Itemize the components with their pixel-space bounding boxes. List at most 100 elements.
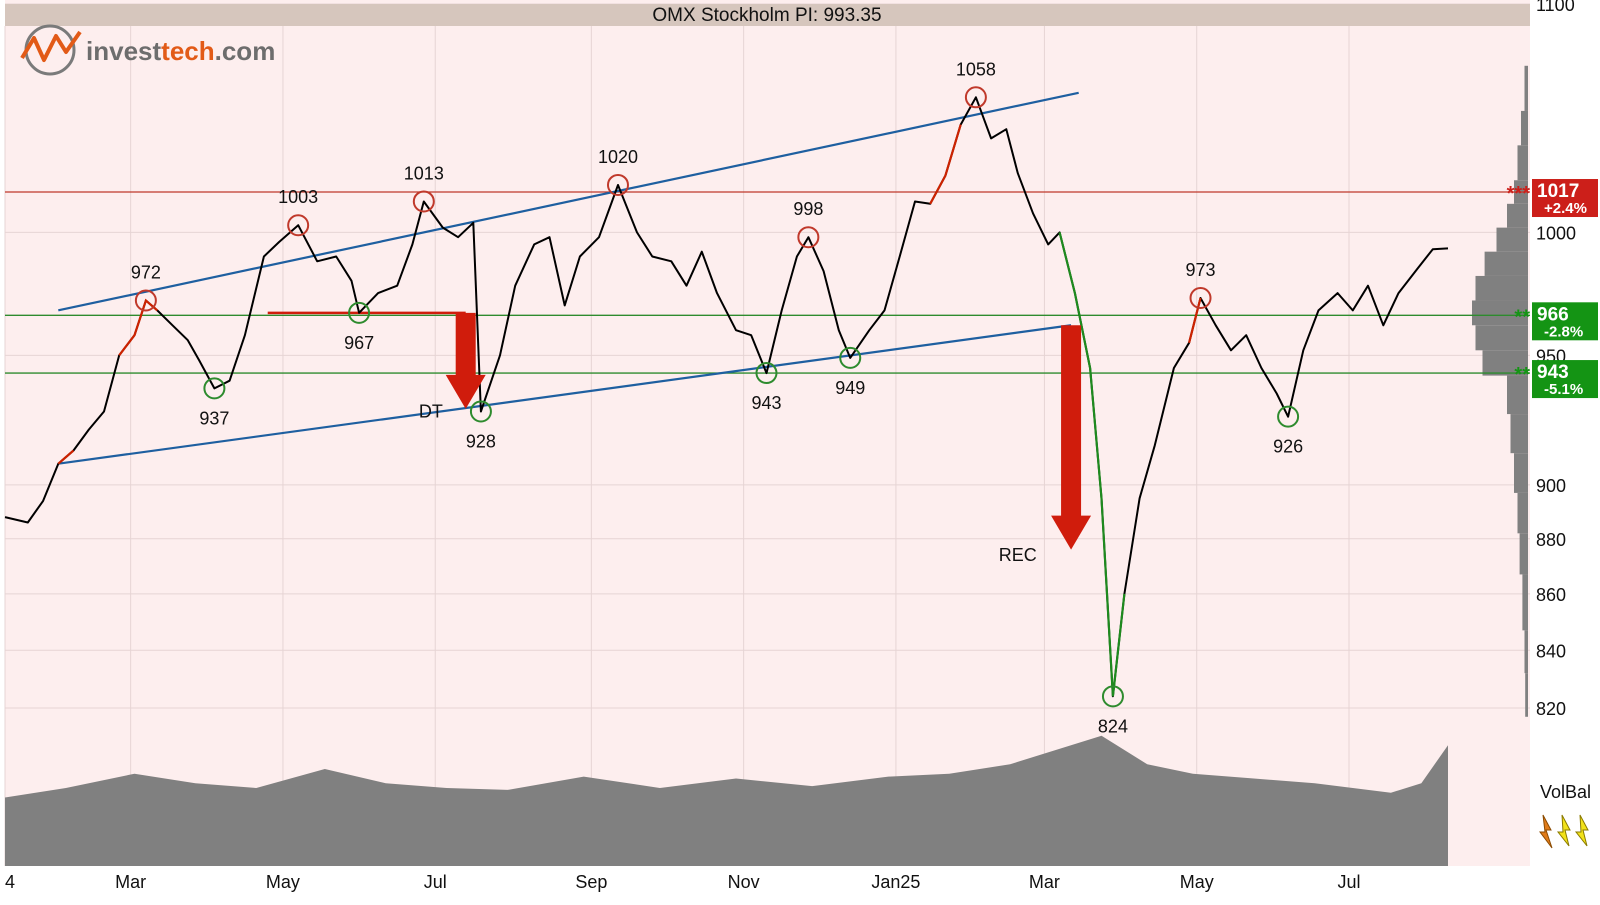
investtech-logo: investtech.com — [20, 24, 275, 76]
pivot-circle-967 — [348, 301, 371, 324]
pivot-circle-1058 — [964, 86, 987, 109]
pivot-circle-943 — [755, 362, 778, 385]
pivot-label-928: 928 — [466, 431, 496, 451]
x-tick-label-may: May — [266, 872, 300, 892]
volbal-label: VolBal — [1540, 782, 1591, 802]
logo-text: investtech.com — [86, 36, 275, 66]
bottom-axis-background — [0, 866, 1530, 900]
volume-profile — [1472, 65, 1528, 717]
pivot-label-972: 972 — [131, 262, 161, 282]
y-tick-label-900: 900 — [1536, 476, 1566, 496]
y-tick-label-880: 880 — [1536, 530, 1566, 550]
pivot-circle-949 — [839, 346, 862, 369]
y-tick-label-1100: 1100 — [1536, 0, 1575, 15]
pivot-circle-972 — [134, 289, 157, 312]
x-tick-label-sep: Sep — [575, 872, 607, 892]
pivot-label-1058: 1058 — [956, 59, 996, 79]
level-tag-box-943 — [1532, 360, 1598, 399]
volume-profile-bar — [1514, 453, 1528, 493]
pivot-label-937: 937 — [199, 408, 229, 428]
volume-profile-bar — [1475, 275, 1528, 301]
level-tags: *** 1017+2.4% ** 966-2.8% ** 943-5.1% — [1507, 179, 1598, 399]
volume-profile-bar — [1510, 414, 1528, 454]
pivot-label-926: 926 — [1273, 437, 1303, 457]
volume-profile-bar — [1519, 533, 1528, 575]
x-tick-label-nov: Nov — [728, 872, 760, 892]
volume-profile-bar — [1472, 300, 1528, 326]
level-tag-stars-1017: *** — [1507, 183, 1531, 205]
right-axis-background — [1530, 0, 1600, 900]
level-tag-pct-966: -2.8% — [1544, 323, 1583, 340]
volume-profile-bar — [1517, 145, 1528, 181]
volume-profile-bar — [1507, 203, 1528, 228]
volume-profile-bar — [1484, 251, 1528, 276]
volume-profile-bar — [1521, 110, 1528, 146]
level-tag-box-966 — [1532, 302, 1598, 341]
pivot-label-973: 973 — [1185, 260, 1215, 280]
pivot-circle-1013 — [412, 190, 435, 213]
price-up-segment — [1188, 297, 1202, 344]
price-up-segment — [57, 449, 75, 465]
level-tag-value-943: 943 — [1537, 362, 1569, 383]
volume-profile-bar — [1517, 492, 1528, 534]
pivot-label-1013: 1013 — [404, 163, 444, 183]
trend-channel — [58, 91, 1079, 465]
price-up-segment — [929, 124, 962, 205]
pivot-circle-1003 — [287, 214, 310, 237]
y-tick-label-840: 840 — [1536, 641, 1566, 661]
x-tick-label-4: 4 — [5, 872, 15, 892]
y-tick-label-1000: 1000 — [1536, 223, 1576, 243]
volbal-arrow-yellow-2-icon — [1574, 814, 1589, 847]
pivot-label-949: 949 — [835, 378, 865, 398]
level-tag-stars-943: ** — [1514, 364, 1530, 386]
channel-line-1 — [58, 324, 1072, 465]
level-tag-pct-1017: +2.4% — [1544, 200, 1587, 217]
pivot-circle-998 — [797, 226, 820, 249]
level-tag-value-1017: 1017 — [1537, 181, 1579, 202]
volume-balance-area — [5, 735, 1448, 866]
x-axis: 4 Mar May Jul Sep Nov Jan25 Mar May Jul — [5, 872, 1361, 892]
y-tick-label-820: 820 — [1536, 699, 1566, 719]
x-tick-label-jul: Jul — [424, 872, 447, 892]
pivot-circle-937 — [203, 377, 226, 400]
pivot-label-943: 943 — [751, 393, 781, 413]
pivot-circle-1020 — [606, 173, 629, 196]
pivot-label-1020: 1020 — [598, 147, 638, 167]
chart-title: OMX Stockholm PI: 993.35 — [652, 5, 881, 26]
y-tick-label-860: 860 — [1536, 585, 1566, 605]
volbal-arrow-yellow-icon — [1556, 814, 1571, 847]
pivot-circle-928 — [469, 400, 492, 423]
volume-profile-bar — [1525, 673, 1528, 717]
title-bar — [5, 4, 1530, 26]
pivot-label-824: 824 — [1098, 716, 1128, 736]
volume-profile-bar — [1524, 65, 1528, 111]
level-tag-stars-966: ** — [1514, 306, 1530, 328]
volume-profile-bar — [1482, 350, 1528, 376]
level-tag-box-1017 — [1532, 179, 1598, 218]
volbal-arrow-orange-icon — [1539, 814, 1553, 849]
volume-profile-bar — [1475, 325, 1528, 351]
volume-profile-bar — [1496, 227, 1528, 252]
volume-profile-bar — [1507, 375, 1528, 415]
annotation-dt: DT — [419, 401, 443, 421]
price-down-segment — [1058, 232, 1126, 697]
target-arrow-1 — [1051, 325, 1092, 550]
pivot-circle-973 — [1189, 287, 1212, 310]
price-up-segment — [118, 298, 159, 356]
annotations: DT REC — [419, 401, 1037, 565]
volume-profile-bar — [1524, 630, 1528, 674]
annotation-rec: REC — [999, 545, 1037, 565]
x-tick-label-jul: Jul — [1338, 872, 1361, 892]
pivot-label-998: 998 — [793, 199, 823, 219]
logo-zigzag-icon — [20, 30, 82, 62]
target-arrows — [445, 312, 1092, 550]
pivot-circle-926 — [1277, 405, 1300, 428]
volume-profile-bar — [1522, 574, 1528, 631]
x-tick-label-mar: Mar — [115, 872, 146, 892]
channel-line-0 — [58, 91, 1079, 312]
x-tick-label-may: May — [1180, 872, 1214, 892]
pivot-label-967: 967 — [344, 333, 374, 353]
volume-balance-shape — [5, 735, 1448, 866]
